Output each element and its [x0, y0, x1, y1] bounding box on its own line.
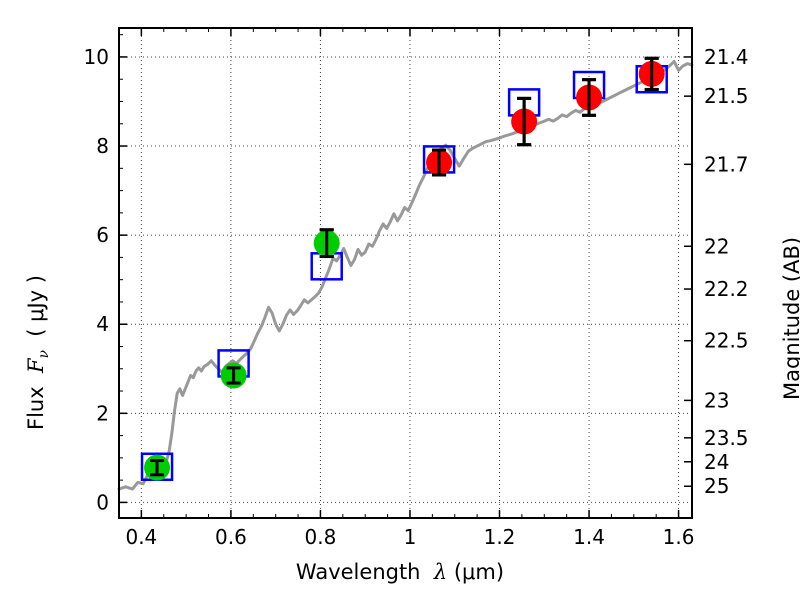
y-right-tick-label: 25 [704, 474, 729, 498]
y-axis-left-label: Flux Fν ( μJy ) [24, 275, 52, 430]
model-spectrum-line [117, 59, 694, 491]
y-right-tick-label: 24 [704, 450, 729, 474]
x-tick-label: 1 [404, 525, 417, 549]
x-tick-label: 0.8 [305, 525, 337, 549]
x-tick-label: 1.6 [663, 525, 695, 549]
y-axis-left-symbol: F [24, 358, 48, 373]
error-bars [150, 56, 659, 477]
y-right-tick-label: 21.7 [704, 152, 749, 176]
y-left-tick-label: 4 [96, 312, 109, 336]
y-right-tick-label: 22 [704, 234, 729, 258]
y-right-tick-label: 21.5 [704, 84, 749, 108]
y-left-tick-label: 10 [84, 45, 109, 69]
x-axis-label: Wavelength λ (μm) [0, 560, 800, 584]
x-axis-label-text: Wavelength [295, 560, 421, 584]
x-tick-label: 1.2 [484, 525, 516, 549]
y-axis-left-subscript: ν [36, 350, 53, 359]
x-tick-label: 0.4 [125, 525, 157, 549]
x-tick-label: 1.4 [573, 525, 605, 549]
axes-frame [118, 27, 693, 519]
y-left-tick-label: 6 [96, 223, 109, 247]
y-right-tick-label: 23 [704, 388, 729, 412]
y-right-tick-label: 21.4 [704, 45, 749, 69]
y-axis-right-label: Magnitude (AB) [780, 236, 800, 400]
x-axis-label-symbol: λ [433, 560, 448, 584]
axis-ticks [118, 28, 692, 518]
model-photometry-squares [140, 64, 668, 482]
observed-photometry-points [144, 56, 665, 481]
y-right-tick-label: 22.2 [704, 277, 749, 301]
x-tick-label: 0.6 [215, 525, 247, 549]
y-left-tick-label: 0 [96, 490, 109, 514]
gridlines [119, 28, 692, 518]
y-left-tick-label: 2 [96, 401, 109, 425]
y-axis-left-prefix: Flux [24, 386, 48, 430]
y-left-tick-label: 8 [96, 134, 109, 158]
y-right-tick-label: 23.5 [704, 426, 749, 450]
x-axis-label-unit: (μm) [453, 560, 505, 584]
y-right-tick-label: 22.5 [704, 329, 749, 353]
y-axis-left-unit: ( μJy ) [24, 275, 48, 337]
